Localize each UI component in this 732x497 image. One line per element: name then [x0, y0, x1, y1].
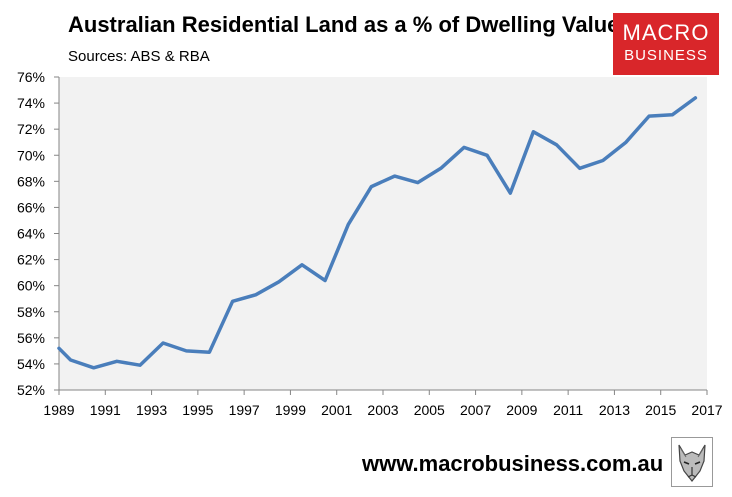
series-line: [57, 96, 698, 370]
y-tick-label: 70%: [17, 147, 45, 163]
chart-title: Australian Residential Land as a % of Dw…: [68, 12, 632, 37]
x-tick-label: 1999: [275, 402, 306, 418]
logo-line-1: MACRO: [622, 20, 710, 45]
x-tick-label: 2001: [321, 402, 352, 418]
x-tick-label: 1991: [90, 402, 121, 418]
y-tick-label: 52%: [17, 382, 45, 398]
x-tick-label: 2017: [691, 402, 722, 418]
y-tick-label: 54%: [17, 356, 45, 372]
y-tick-label: 56%: [17, 330, 45, 346]
x-tick-label: 1995: [182, 402, 213, 418]
chart-subtitle: Sources: ABS & RBA: [68, 48, 210, 65]
y-tick-label: 62%: [17, 252, 45, 268]
y-tick-label: 58%: [17, 304, 45, 320]
x-tick-label: 2009: [506, 402, 537, 418]
wolf-icon: [671, 437, 713, 487]
y-tick-label: 72%: [17, 121, 45, 137]
x-tick-label: 2005: [414, 402, 445, 418]
x-tick-label: 2011: [553, 402, 583, 418]
x-tick-label: 1989: [43, 402, 74, 418]
x-tick-label: 2007: [460, 402, 491, 418]
y-tick-label: 66%: [17, 199, 45, 215]
y-tick-label: 76%: [17, 69, 45, 85]
macrobusiness-logo: MACRO BUSINESS: [613, 13, 719, 75]
website-url: www.macrobusiness.com.au: [362, 451, 664, 476]
x-tick-label: 1993: [136, 402, 167, 418]
y-tick-label: 64%: [17, 226, 45, 242]
y-tick-label: 68%: [17, 173, 45, 189]
x-tick-label: 2015: [645, 402, 676, 418]
x-tick-label: 2003: [367, 402, 398, 418]
plot-area: [59, 77, 707, 390]
logo-line-2: BUSINESS: [624, 47, 708, 64]
x-tick-label: 1997: [229, 402, 260, 418]
y-tick-label: 60%: [17, 278, 45, 294]
y-tick-label: 74%: [17, 95, 45, 111]
x-tick-label: 2013: [599, 402, 630, 418]
